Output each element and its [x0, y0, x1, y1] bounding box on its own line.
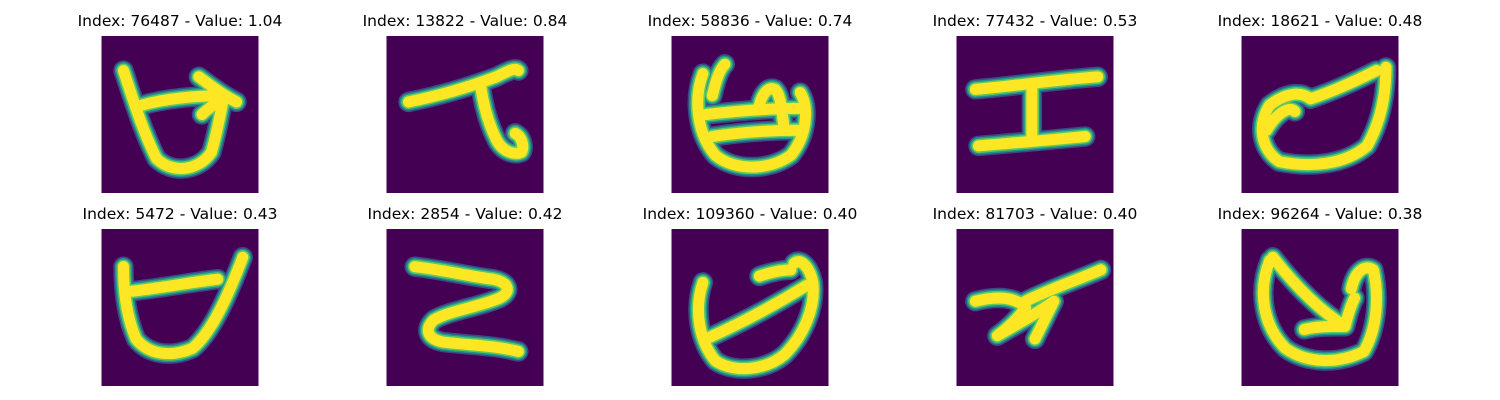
glyph-stroke-layer-4 [1256, 61, 1392, 171]
glyph-stroke-layer-4 [692, 256, 819, 375]
glyph-image [101, 36, 259, 193]
glyph-stroke-layer-4 [402, 63, 529, 159]
panel-title: Index: 5472 - Value: 0.43 [82, 205, 278, 223]
panel-5: Index: 18621 - Value: 0.48 [1205, 12, 1435, 202]
glyph-image [386, 36, 544, 193]
panel-8: Index: 109360 - Value: 0.40 [635, 205, 865, 395]
panel-title: Index: 2854 - Value: 0.42 [367, 205, 563, 223]
glyph-image [671, 36, 829, 193]
glyph-stroke-layer-4 [117, 251, 249, 360]
panel-3: Index: 58836 - Value: 0.74 [635, 12, 865, 202]
panel-7: Index: 2854 - Value: 0.42 [350, 205, 580, 395]
glyph-strokes [398, 59, 533, 164]
glyph-image [956, 229, 1114, 386]
panel-4: Index: 77432 - Value: 0.53 [920, 12, 1150, 202]
panel-title: Index: 58836 - Value: 0.74 [647, 12, 853, 30]
panel-title: Index: 81703 - Value: 0.40 [932, 205, 1138, 223]
glyph-image [671, 229, 829, 386]
glyph-strokes [113, 60, 247, 179]
panel-6: Index: 5472 - Value: 0.43 [65, 205, 295, 395]
glyph-stroke-layer-4 [1257, 251, 1382, 366]
glyph-strokes [687, 54, 816, 178]
glyph-stroke-layer-4 [117, 65, 243, 174]
panel-1: Index: 76487 - Value: 1.04 [65, 12, 295, 202]
glyph-strokes [113, 247, 254, 364]
glyph-stroke-layer-4 [969, 71, 1104, 152]
glyph-strokes [404, 256, 529, 362]
glyph-strokes [1252, 57, 1397, 175]
glyph-strokes [965, 66, 1109, 157]
glyph-image [1241, 36, 1399, 193]
glyph-strokes [965, 259, 1112, 350]
glyph-strokes [688, 251, 824, 379]
panel-2: Index: 13822 - Value: 0.84 [350, 12, 580, 202]
glyph-stroke-layer-4 [692, 58, 811, 173]
panel-10: Index: 96264 - Value: 0.38 [1205, 205, 1435, 395]
panel-title: Index: 109360 - Value: 0.40 [642, 205, 858, 223]
panel-title: Index: 76487 - Value: 1.04 [77, 12, 283, 30]
panel-title: Index: 96264 - Value: 0.38 [1217, 205, 1423, 223]
panel-title: Index: 77432 - Value: 0.53 [932, 12, 1138, 30]
glyph-stroke-layer-4 [969, 264, 1107, 345]
panel-title: Index: 13822 - Value: 0.84 [362, 12, 568, 30]
panel-9: Index: 81703 - Value: 0.40 [920, 205, 1150, 395]
glyph-strokes [1253, 247, 1387, 371]
glyph-image [386, 229, 544, 386]
glyph-stroke-layer-4 [409, 261, 524, 357]
panel-title: Index: 18621 - Value: 0.48 [1217, 12, 1423, 30]
glyph-image [101, 229, 259, 386]
glyph-image [1241, 229, 1399, 386]
glyph-image [956, 36, 1114, 193]
